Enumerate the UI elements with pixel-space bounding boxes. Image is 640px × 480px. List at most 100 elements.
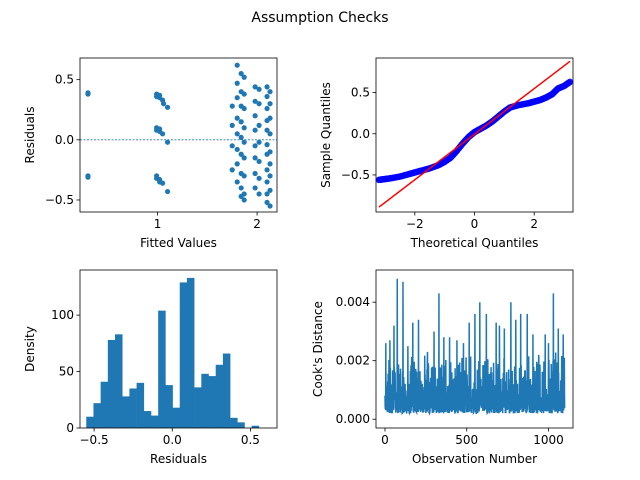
data-point — [252, 155, 258, 161]
y-tick-label: 0 — [66, 421, 74, 435]
data-point — [264, 84, 270, 90]
axes-frame — [375, 269, 574, 429]
data-point — [252, 84, 258, 90]
data-point — [234, 115, 240, 121]
histogram-bar — [150, 415, 159, 428]
data-point — [229, 122, 235, 128]
data-point — [85, 90, 91, 96]
data-point — [234, 146, 240, 153]
x-tick-label: 2 — [530, 217, 538, 231]
data-point — [238, 119, 244, 125]
histogram-bar — [179, 282, 188, 428]
data-point — [267, 203, 273, 209]
histogram-bar — [165, 385, 173, 428]
data-point — [229, 143, 235, 149]
histogram-bar — [230, 417, 238, 428]
data-point — [256, 191, 262, 197]
data-point — [234, 80, 240, 86]
data-point — [252, 113, 258, 119]
data-point — [267, 101, 273, 107]
histogram-bar — [172, 407, 181, 428]
data-point — [252, 143, 258, 149]
y-tick-label: 50 — [59, 365, 74, 379]
data-point — [241, 91, 247, 97]
data-point — [264, 179, 270, 185]
data-point — [234, 62, 240, 68]
data-point — [164, 188, 171, 195]
data-point — [256, 122, 262, 128]
data-point — [267, 149, 273, 155]
data-point — [267, 89, 273, 95]
x-tick-label: −2 — [406, 217, 424, 231]
histogram-bar — [107, 339, 116, 428]
data-point — [160, 101, 167, 107]
data-point — [241, 197, 247, 203]
data-point — [241, 105, 247, 112]
data-point — [238, 151, 244, 157]
y-tick-label: 0.002 — [336, 354, 370, 368]
data-point — [229, 103, 235, 109]
x-axis-label: Residuals — [150, 452, 207, 466]
histogram-bar — [201, 373, 209, 428]
histogram-bar — [208, 376, 217, 428]
histogram-bar — [215, 364, 224, 428]
histogram-bar — [93, 403, 101, 428]
histogram-bar — [251, 425, 260, 428]
y-tick-label: 0.000 — [336, 412, 370, 426]
data-point — [252, 170, 258, 177]
data-point — [267, 161, 273, 167]
x-axis-label: Fitted Values — [140, 236, 217, 250]
data-point — [264, 199, 270, 205]
data-point — [164, 104, 171, 110]
axes-frame — [79, 269, 278, 429]
data-point — [234, 179, 240, 185]
x-tick-label: 0 — [381, 433, 389, 447]
data-point — [267, 131, 273, 137]
histogram-bar — [237, 422, 245, 428]
data-point — [85, 174, 91, 180]
data-point — [264, 93, 270, 100]
cooks-distance-line — [384, 278, 566, 416]
y-tick-label: −0.5 — [45, 193, 74, 207]
data-point — [241, 74, 247, 80]
data-point — [252, 185, 258, 191]
data-point — [241, 125, 247, 131]
x-tick-label: 500 — [455, 433, 478, 447]
histogram-bar — [86, 416, 94, 428]
data-point — [241, 139, 247, 145]
y-axis-label: Residuals — [23, 107, 37, 164]
histogram-bar — [136, 382, 145, 428]
data-point — [267, 173, 273, 179]
residuals-vs-fitted-plot: 1 2 −0.5 0.0 0.5 Fitted Values Residuals — [23, 57, 278, 250]
histogram-bar — [115, 334, 123, 428]
data-point — [264, 191, 270, 197]
cooks-distance-plot: 0 500 1000 0.000 0.002 0.004 Observation Numbe… — [311, 269, 574, 466]
data-point — [229, 167, 235, 173]
y-tick-label: 0.0 — [351, 127, 370, 141]
x-tick-label: 2 — [253, 217, 261, 231]
data-point — [256, 86, 262, 92]
data-point — [241, 155, 247, 161]
y-tick-label: 0.004 — [336, 295, 370, 309]
data-point — [241, 173, 247, 179]
y-tick-label: 0.0 — [55, 133, 74, 147]
x-axis-label: Theoretical Quantiles — [410, 236, 539, 250]
histogram-bar — [222, 353, 231, 428]
x-axis-label: Observation Number — [412, 452, 537, 466]
histogram-bar — [143, 411, 152, 428]
histogram-bar — [122, 396, 130, 428]
data-point — [256, 139, 262, 145]
x-tick-label: −0.5 — [80, 433, 109, 447]
x-tick-label: 1 — [154, 217, 162, 231]
x-tick-label: 0.5 — [241, 433, 260, 447]
quantile-point — [566, 78, 574, 86]
data-point — [241, 191, 247, 197]
histogram-bar — [194, 387, 202, 428]
data-point — [256, 101, 262, 107]
data-point — [256, 175, 262, 181]
y-tick-label: −0.5 — [341, 168, 370, 182]
data-point — [238, 185, 244, 191]
data-point — [256, 158, 262, 165]
data-point — [267, 187, 273, 193]
